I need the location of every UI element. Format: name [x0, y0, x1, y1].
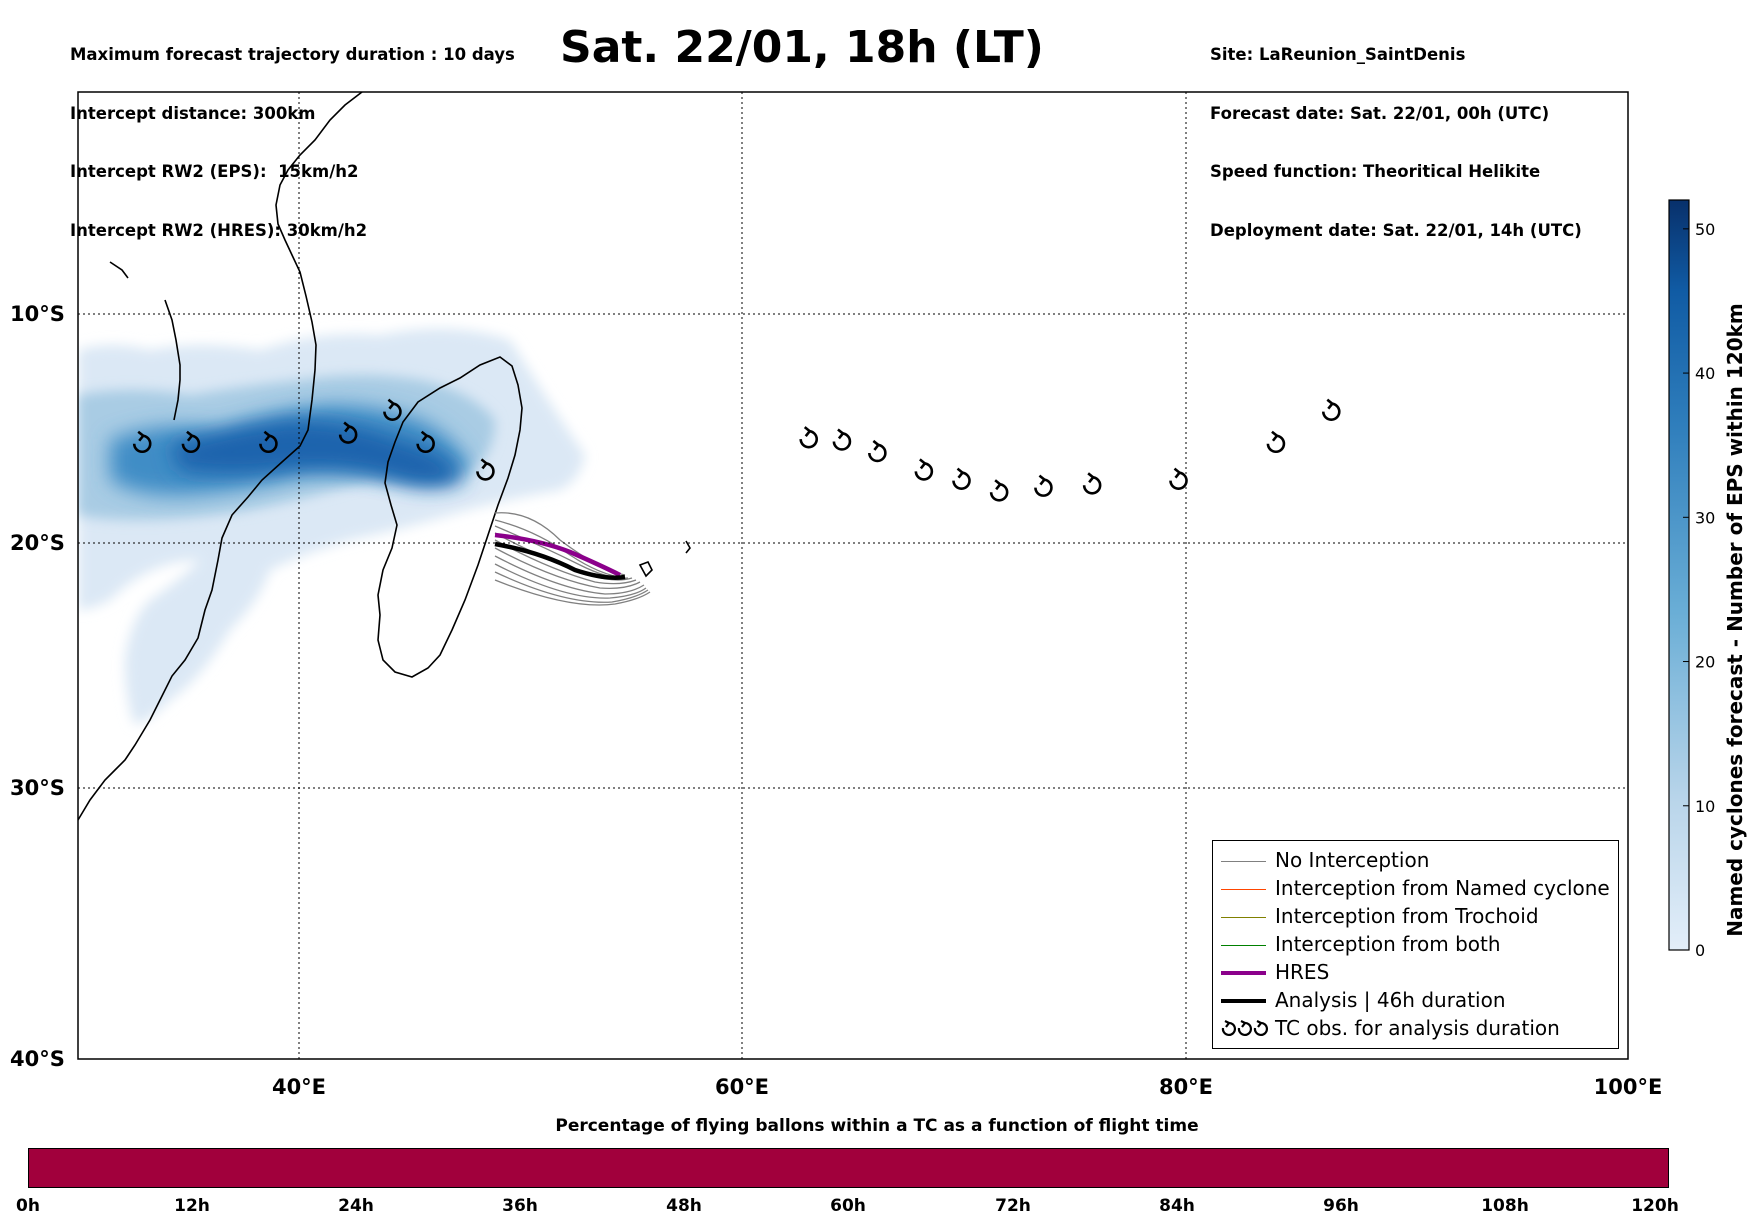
- lat-tick-label: 20°S: [10, 531, 65, 555]
- legend-swatch: [1221, 971, 1266, 975]
- colorbar-tick-label: 50: [1695, 220, 1715, 239]
- header-right-line: Site: LaReunion_SaintDenis: [1210, 45, 1466, 64]
- tc-obs-marker: [383, 398, 402, 421]
- lon-tick-label: 40°E: [272, 1075, 326, 1099]
- legend-item-trochoid: Interception from Trochoid: [1213, 903, 1618, 931]
- tc-obs-marker: [952, 467, 971, 490]
- density-core-area: [170, 420, 462, 486]
- tc-obs-marker: [1169, 467, 1188, 490]
- tc-obs-marker: [799, 426, 818, 449]
- legend-label: No Interception: [1275, 848, 1430, 872]
- legend-item-analysis: Analysis | 46h duration: [1213, 987, 1618, 1015]
- tc-obs-marker: [989, 479, 1009, 502]
- legend-label: Interception from Named cyclone: [1275, 876, 1610, 900]
- cyclone-density-field: [78, 328, 585, 725]
- legend: No Interception Interception from Named …: [1212, 840, 1619, 1049]
- legend-label: Analysis | 46h duration: [1275, 988, 1506, 1012]
- lat-tick-label: 40°S: [10, 1047, 65, 1071]
- legend-item-hres: HRES: [1213, 959, 1618, 987]
- tc-obs-marker: [132, 430, 152, 454]
- lon-tick-label: 80°E: [1159, 1075, 1213, 1099]
- bottom-bar-title: Percentage of flying ballons within a TC…: [555, 1116, 1199, 1136]
- flight-time-tick: 36h: [502, 1196, 538, 1216]
- map-frame: [77, 91, 1629, 1060]
- flight-time-tick: 72h: [995, 1196, 1031, 1216]
- legend-swatch: [1221, 917, 1266, 918]
- legend-swatch: [1221, 999, 1266, 1003]
- graticule: [78, 92, 1628, 1059]
- flight-time-tick: 120h: [1631, 1196, 1679, 1216]
- colorbar-tick-label: 20: [1695, 653, 1715, 672]
- legend-swatch: [1221, 945, 1266, 946]
- madagascar-coastline: [377, 356, 523, 678]
- colorbar-gradient: [1668, 199, 1690, 951]
- colorbar-ticks: 0 10 20 30 40 50: [1683, 220, 1715, 960]
- tc-observations: [132, 398, 1341, 502]
- colorbar-tick-label: 40: [1695, 364, 1715, 383]
- legend-item-no-interception: No Interception: [1213, 847, 1618, 875]
- legend-swatch: [1221, 861, 1266, 862]
- colorbar-tick-label: 0: [1695, 941, 1705, 960]
- flight-time-tick: 12h: [174, 1196, 210, 1216]
- tc-obs-marker: [181, 430, 201, 454]
- colorbar-tick-label: 30: [1695, 508, 1715, 527]
- coastlines: [78, 92, 691, 821]
- tc-obs-marker: [1266, 430, 1286, 454]
- tc-obs-marker: [259, 430, 278, 454]
- legend-item-named-cyclone: Interception from Named cyclone: [1213, 875, 1618, 903]
- tc-obs-legend-icon: [1221, 1020, 1269, 1037]
- colorbar-label: Named cyclones forecast - Number of EPS …: [1723, 303, 1747, 937]
- lake-malawi: [164, 299, 181, 421]
- flight-time-tick: 84h: [1159, 1196, 1195, 1216]
- tc-obs-marker: [1321, 398, 1341, 421]
- lat-tick-label: 10°S: [10, 302, 65, 326]
- analysis-track: [494, 541, 626, 580]
- header-left: Maximum forecast trajectory duration : 1…: [70, 6, 515, 260]
- legend-swatch: [1221, 889, 1266, 890]
- lon-tick-label: 60°E: [715, 1075, 769, 1099]
- legend-label: TC obs. for analysis duration: [1275, 1016, 1560, 1040]
- lon-tick-label: 100°E: [1594, 1075, 1663, 1099]
- africa-east-coastline: [78, 92, 363, 821]
- header-left-line: Intercept RW2 (EPS): 15km/h2: [70, 162, 359, 181]
- flight-time-tick: 60h: [830, 1196, 866, 1216]
- hres-track: [494, 532, 622, 578]
- flight-time-tick: 48h: [666, 1196, 702, 1216]
- tc-obs-marker: [1082, 472, 1102, 495]
- tc-obs-marker: [914, 458, 934, 481]
- ensemble-trajectories: [494, 512, 651, 606]
- legend-label: Interception from both: [1275, 932, 1501, 956]
- lake-tanganyika: [109, 261, 129, 279]
- tc-obs-marker: [868, 439, 887, 463]
- header-right-line: Deployment date: Sat. 22/01, 14h (UTC): [1210, 220, 1582, 240]
- tc-obs-marker: [416, 430, 435, 454]
- legend-item-tc-obs: TC obs. for analysis duration: [1213, 1015, 1618, 1043]
- legend-item-both: Interception from both: [1213, 931, 1618, 959]
- flight-time-tick: 96h: [1323, 1196, 1359, 1216]
- header-right-line: Speed function: Theoritical Helikite: [1210, 162, 1541, 181]
- flight-time-tick: 24h: [338, 1196, 374, 1216]
- tc-obs-marker: [832, 428, 852, 451]
- tc-obs-marker: [1034, 474, 1053, 497]
- tc-obs-marker: [476, 458, 495, 481]
- header-right-line: Forecast date: Sat. 22/01, 00h (UTC): [1210, 103, 1550, 123]
- lat-tick-label: 30°S: [10, 776, 65, 800]
- legend-label: Interception from Trochoid: [1275, 904, 1539, 928]
- header-left-line: Intercept distance: 300km: [70, 103, 316, 123]
- flight-time-tick: 0h: [16, 1196, 40, 1216]
- reunion-island: [638, 560, 653, 578]
- flight-time-bar: [28, 1148, 1669, 1188]
- header-left-line: Intercept RW2 (HRES): 30km/h2: [70, 220, 368, 240]
- flight-time-tick: 108h: [1481, 1196, 1529, 1216]
- tc-obs-marker: [338, 421, 358, 444]
- colorbar-tick-label: 10: [1695, 797, 1715, 816]
- header-left-line: Maximum forecast trajectory duration : 1…: [70, 45, 515, 64]
- header-right: Site: LaReunion_SaintDenis Forecast date…: [1210, 6, 1582, 260]
- colorbar: 0 10 20 30 40 50: [1668, 199, 1715, 960]
- map-title: Sat. 22/01, 18h (LT): [560, 22, 1044, 73]
- mauritius-island: [685, 540, 691, 554]
- legend-label: HRES: [1275, 960, 1330, 984]
